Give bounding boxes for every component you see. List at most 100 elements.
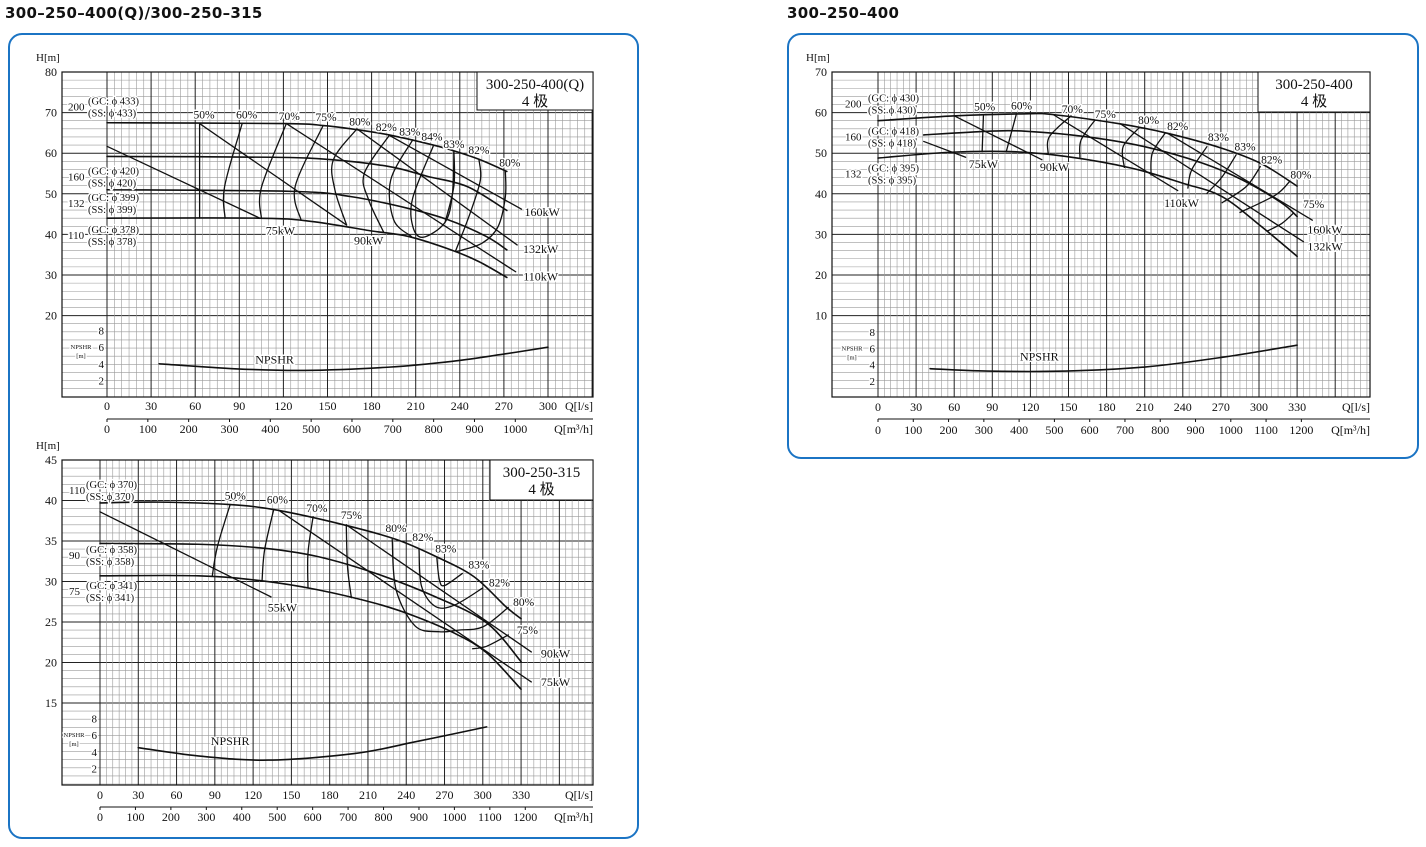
x-tick-label-ls: 330 [512, 788, 530, 802]
npshr-axis-label: NPSHR [71, 344, 93, 351]
pole-count: 4 极 [522, 93, 548, 110]
efficiency-label: 80% [349, 117, 371, 129]
x-tick-label-m3h: 700 [339, 810, 357, 824]
efficiency-label: 50% [193, 110, 215, 122]
plot-frame [831, 71, 1371, 398]
efficiency-curve [258, 122, 287, 219]
x-axis-label-ls: Q[l/s] [1342, 400, 1370, 414]
efficiency-curve [1267, 212, 1294, 232]
efficiency-curve [1078, 117, 1098, 158]
x-tick-label-m3h: 700 [384, 422, 402, 436]
efficiency-curve [1221, 165, 1261, 204]
impeller-ss-label: (SS: ϕ 358) [86, 557, 135, 568]
chart-1: H[m]80 70 60 50 40 30 20 8 6 4 2 NPSHR [m] 0 30 60 90 120… [36, 52, 594, 436]
efficiency-curve [306, 516, 314, 589]
efficiency-label: 50% [225, 491, 247, 503]
x-tick-label-m3h: 500 [1045, 423, 1063, 437]
head-curve-160 [106, 155, 508, 212]
x-tick-label-ls: 150 [319, 399, 337, 413]
y-tick-label: 40 [45, 227, 57, 241]
efficiency-label: 80% [513, 597, 535, 609]
impeller-power-label: 110 [69, 485, 86, 497]
x-tick-label-m3h: 1000 [503, 422, 527, 436]
power-line [285, 122, 517, 273]
npshr-label: NPSHR [211, 734, 250, 748]
chart-2: H[m]45 40 35 30 25 20 15 8 6 4 2 NPSHR [m] 0 30 60 90 120… [36, 440, 594, 824]
head-curve-200 [877, 112, 1298, 187]
x-tick-label-m3h: 900 [410, 810, 428, 824]
x-axis-label-ls: Q[l/s] [565, 399, 593, 413]
npshr-tick-label: 2 [99, 375, 105, 387]
efficiency-curve [1121, 126, 1141, 169]
npshr-curve [158, 346, 549, 372]
x-tick-label-m3h: 100 [126, 810, 144, 824]
efficiency-label: 60% [236, 110, 258, 122]
x-tick-label-ls: 240 [1174, 400, 1192, 414]
efficiency-label: 82% [1261, 155, 1283, 167]
x-tick-label-ls: 60 [948, 400, 960, 414]
x-tick-label-m3h: 1200 [513, 810, 537, 824]
y-tick-label: 35 [45, 534, 57, 548]
npshr-tick-label: 4 [870, 360, 876, 372]
x-tick-label-m3h: 800 [375, 810, 393, 824]
x-tick-label-ls: 300 [474, 788, 492, 802]
x-tick-label-m3h: 400 [261, 422, 279, 436]
efficiency-label: 60% [267, 495, 289, 507]
x-tick-label-ls: 120 [1021, 400, 1039, 414]
impeller-power-label: 90 [69, 550, 81, 562]
efficiency-curve [1187, 146, 1208, 189]
x-tick-label-m3h: 600 [1081, 423, 1099, 437]
efficiency-curve [454, 158, 482, 253]
x-tick-label-ls: 150 [282, 788, 300, 802]
y-tick-label: 50 [45, 187, 57, 201]
efficiency-label: 70% [306, 503, 328, 515]
efficiency-curve [388, 139, 414, 238]
efficiency-curve [211, 503, 231, 577]
head-curve-110 [99, 501, 522, 620]
y-tick-label: 70 [45, 106, 57, 120]
efficiency-label: 50% [974, 102, 996, 114]
right-chart-panel [787, 33, 1419, 459]
y-axis-label: H[m] [36, 52, 60, 64]
efficiency-label: 82% [412, 532, 434, 544]
power-label: 90kW [354, 233, 384, 247]
y-tick-label: 45 [45, 453, 57, 467]
impeller-power-label: 110 [68, 230, 85, 242]
efficiency-label: 83% [443, 139, 465, 151]
power-line [345, 524, 532, 653]
y-tick-label: 20 [815, 268, 827, 282]
y-tick-label: 30 [45, 575, 57, 589]
impeller-gc-label: (GC: ϕ 430) [868, 93, 920, 104]
power-label: 90kW [541, 647, 571, 661]
x-tick-label-ls: 270 [1212, 400, 1230, 414]
x-tick-label-ls: 300 [1250, 400, 1268, 414]
npshr-axis-label: NPSHR [64, 732, 86, 739]
power-label: 160kW [1307, 223, 1343, 237]
power-line [1119, 123, 1305, 243]
x-tick-label-m3h: 400 [1010, 423, 1028, 437]
power-label: 160kW [524, 205, 560, 219]
y-axis-label: H[m] [806, 52, 830, 64]
impeller-power-label: 160 [845, 132, 862, 144]
power-label: 132kW [523, 242, 559, 256]
efficiency-label: 60% [1011, 101, 1033, 113]
efficiency-label: 83% [1234, 142, 1256, 154]
curves [877, 112, 1313, 373]
model-title-box [1257, 71, 1371, 113]
impeller-ss-label: (SS: ϕ 399) [88, 205, 137, 216]
x-tick-label-m3h: 900 [1187, 423, 1205, 437]
efficiency-curve [1005, 113, 1018, 153]
x-axis-label-m3h: Q[m³/h] [554, 422, 593, 436]
efficiency-curve [1239, 180, 1291, 214]
x-tick-label-m3h: 800 [1151, 423, 1169, 437]
x-tick-label-m3h: 1200 [1289, 423, 1313, 437]
power-line [99, 511, 272, 598]
x-tick-label-m3h: 400 [233, 810, 251, 824]
impeller-power-label: 75 [69, 586, 81, 598]
npshr-tick-label: 6 [99, 342, 105, 354]
y-tick-label: 60 [45, 146, 57, 160]
efficiency-curve [391, 538, 509, 633]
efficiency-label: 83% [399, 126, 421, 138]
efficiency-label: 80% [1138, 115, 1160, 127]
impeller-gc-label: (GC: ϕ 399) [88, 193, 140, 204]
